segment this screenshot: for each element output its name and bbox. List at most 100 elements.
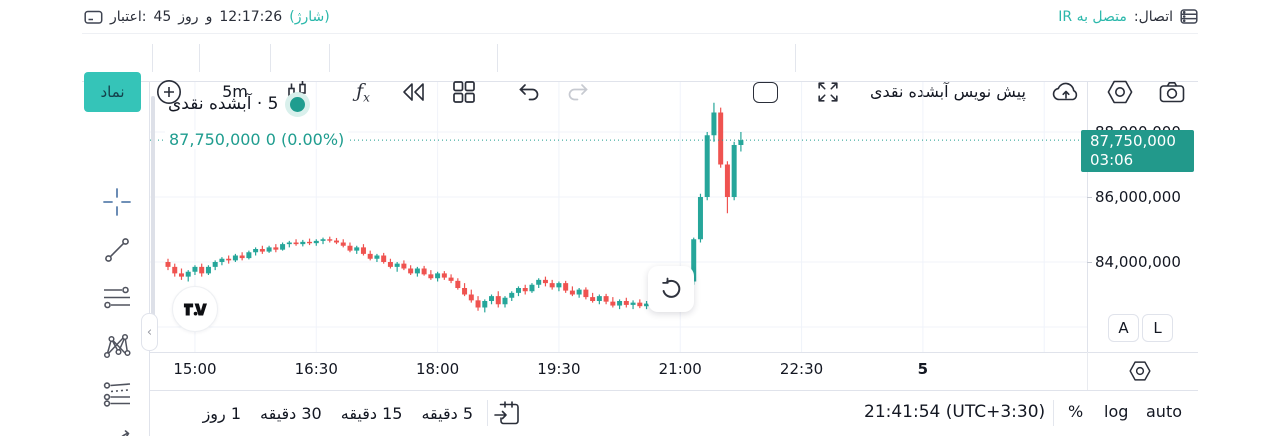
bar-countdown: 03:06 (1090, 151, 1134, 169)
legend-symbol-interval[interactable]: 5 · آبشده نقدی (168, 94, 279, 114)
percent-scale-toggle[interactable]: % (1068, 402, 1084, 421)
price-axis-label: 86,000,000 (1095, 188, 1181, 206)
add-compare-button[interactable] (153, 76, 185, 108)
credit-time: 12:17:26 (219, 8, 283, 25)
layout-grid-button[interactable] (448, 76, 480, 108)
chart-pane[interactable]: 5 · آبشده نقدی 87,750,000 0 (0.00%) (150, 82, 1087, 352)
lines-tool[interactable] (100, 281, 134, 315)
interval-5m-button[interactable]: 5 دقیقه (421, 403, 473, 423)
connection-status: اتصال: متصل به IR (1058, 0, 1198, 33)
trend-line-tool[interactable] (100, 233, 134, 267)
price-axis[interactable] (1087, 82, 1198, 352)
fib-retracement-icon (101, 379, 133, 409)
current-price-label: 87,750,000 03:06 (1081, 130, 1194, 172)
horizontal-lines-icon (101, 283, 133, 313)
layout-title[interactable]: پیش نویس آبشده نقدی (870, 82, 1026, 101)
server-icon (1180, 8, 1198, 25)
redo-arrow-icon (565, 81, 591, 103)
time-axis-label: 19:30 (537, 360, 581, 378)
top-toolbar: نماد 5m ƒx (82, 34, 1198, 112)
fullscreen-arrows-icon (815, 79, 841, 105)
separator (1053, 400, 1054, 426)
axis-corner-separator (1087, 352, 1088, 390)
price-axis-label: 84,000,000 (1095, 253, 1181, 271)
bottom-toolbar (150, 390, 1198, 436)
cloud-upload-icon (1051, 80, 1081, 104)
plus-circle-icon (155, 78, 183, 106)
grid-icon (451, 79, 477, 105)
refresh-icon (659, 277, 683, 301)
credit-card-icon (84, 9, 103, 25)
charge-link[interactable]: (شارژ) (289, 8, 330, 25)
brush-tool[interactable] (100, 425, 134, 436)
time-axis-label: 15:00 (173, 360, 217, 378)
data-status-dot-icon[interactable] (290, 96, 306, 112)
interval-15m-button[interactable]: 15 دقیقه (340, 403, 403, 423)
calendar-goto-icon (493, 400, 521, 426)
interval-quick-buttons: 5 دقیقه 15 دقیقه 30 دقیقه 1 روز (170, 399, 473, 427)
trend-line-icon (102, 235, 132, 265)
xabcd-pattern-icon (101, 330, 133, 362)
separator (152, 44, 153, 72)
collapse-sidebar-handle[interactable]: ‹ (141, 313, 158, 351)
separator (497, 44, 498, 72)
price-tick (1087, 261, 1092, 263)
indicators-button[interactable]: ƒx (347, 76, 379, 108)
replay-button[interactable] (397, 76, 429, 108)
time-axis-label: 16:30 (294, 360, 338, 378)
credit-days-word: روز (178, 8, 199, 25)
log-scale-button[interactable]: L (1142, 314, 1173, 342)
separator (487, 400, 488, 426)
day-axis-label: 5 (917, 360, 929, 378)
symbol-search-button[interactable]: نماد (84, 72, 141, 112)
current-price-value: 87,750,000 (1090, 132, 1176, 150)
chevron-left-icon: ‹ (146, 324, 153, 340)
separator (329, 44, 330, 72)
credit-days: 45 (153, 8, 172, 25)
frame-select-button[interactable] (749, 76, 781, 108)
pattern-tool[interactable] (100, 329, 134, 363)
drawing-toolbar: T (82, 82, 150, 436)
interval-button[interactable]: 5m (222, 82, 248, 101)
auto-scale-toggle[interactable]: auto (1146, 402, 1183, 421)
status-bar: اعتبار: 45 روز و 12:17:26 (شارژ) اتصال: … (82, 0, 1198, 34)
hexagon-gear-icon (1106, 79, 1134, 105)
hexagon-settings-icon (1128, 360, 1152, 382)
price-tick (1087, 196, 1092, 198)
cloud-save-button[interactable] (1050, 76, 1082, 108)
separator (795, 44, 796, 72)
interval-1d-button[interactable]: 1 روز (202, 403, 242, 423)
clock-timezone[interactable]: 21:41:54 (UTC+3:30) (864, 402, 1046, 422)
log-scale-toggle[interactable]: log (1104, 402, 1129, 421)
time-axis[interactable] (150, 352, 1198, 390)
crosshair-icon (101, 186, 133, 218)
go-to-date-button[interactable] (492, 398, 522, 428)
time-axis-label: 18:00 (415, 360, 460, 378)
settings-button[interactable] (1104, 76, 1136, 108)
fib-tool[interactable] (100, 377, 134, 411)
sidebar-scrollbar[interactable] (151, 96, 155, 348)
reset-chart-button[interactable] (648, 266, 694, 312)
separator (199, 44, 200, 72)
credit-and-word: و (205, 8, 213, 25)
redo-button[interactable] (562, 76, 594, 108)
chart-legend: 5 · آبشده نقدی (168, 94, 306, 114)
camera-icon (1158, 80, 1186, 104)
snapshot-button[interactable] (1156, 76, 1188, 108)
brush-icon (101, 427, 133, 436)
tradingview-logo[interactable] (172, 286, 218, 332)
price-axis-settings-button[interactable] (1126, 357, 1154, 385)
auto-scale-button[interactable]: A (1108, 314, 1139, 342)
credit-status: اعتبار: 45 روز و 12:17:26 (شارژ) (84, 0, 330, 33)
candlestick-chart (150, 82, 1087, 352)
frame-icon (752, 81, 778, 103)
interval-30m-button[interactable]: 30 دقیقه (260, 403, 322, 423)
undo-button[interactable] (513, 76, 545, 108)
crosshair-tool[interactable] (100, 185, 134, 219)
connection-value: متصل به IR (1058, 8, 1127, 25)
time-axis-label: 21:00 (658, 360, 702, 378)
separator (270, 44, 271, 72)
rewind-icon (400, 81, 426, 103)
fullscreen-button[interactable] (812, 76, 844, 108)
fx-icon: ƒx (356, 79, 370, 105)
